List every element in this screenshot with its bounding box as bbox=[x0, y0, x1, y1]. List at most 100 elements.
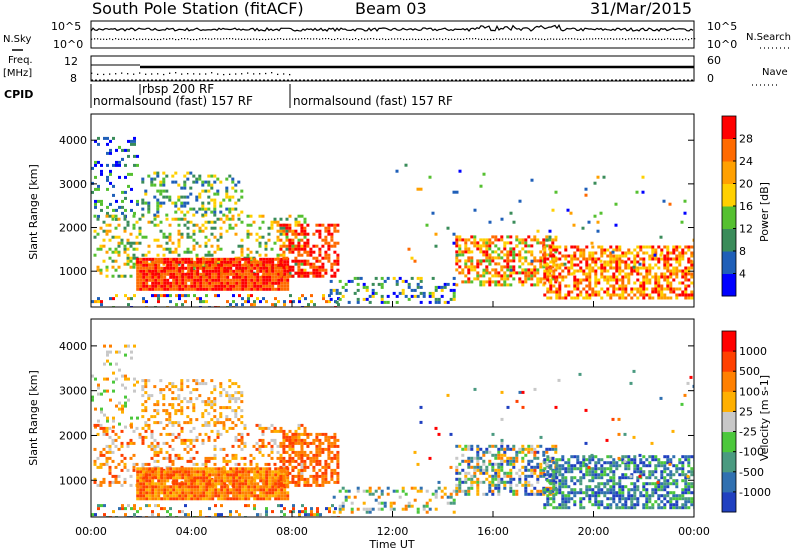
scatter-cell bbox=[175, 272, 179, 276]
scatter-cell bbox=[268, 467, 272, 471]
scatter-cell bbox=[294, 223, 298, 227]
scatter-cell bbox=[100, 303, 103, 307]
scatter-cell bbox=[692, 238, 694, 242]
scatter-cell bbox=[283, 488, 287, 492]
scatter-cell bbox=[256, 269, 260, 273]
scatter-cell bbox=[365, 510, 369, 514]
scatter-cell bbox=[246, 235, 250, 239]
scatter-cell bbox=[187, 278, 191, 282]
scatter-cell bbox=[162, 177, 166, 181]
scatter-cell bbox=[178, 284, 182, 288]
scatter-cell bbox=[241, 485, 245, 489]
scatter-cell bbox=[303, 438, 307, 442]
scatter-cell bbox=[151, 287, 155, 291]
scatter-cell bbox=[309, 483, 313, 487]
scatter-cell bbox=[213, 174, 217, 178]
scatter-cell bbox=[235, 281, 239, 285]
scatter-cell bbox=[225, 177, 229, 181]
scatter-cell bbox=[356, 276, 360, 280]
scatter-cell bbox=[536, 280, 540, 284]
scatter-cell bbox=[642, 245, 646, 249]
scatter-cell bbox=[94, 425, 97, 429]
scatter-cell bbox=[117, 462, 121, 466]
scatter-cell bbox=[163, 287, 167, 291]
scatter-cell bbox=[156, 207, 160, 211]
scatter-cell bbox=[285, 432, 289, 436]
scatter-cell bbox=[524, 256, 528, 260]
scatter-cell bbox=[333, 438, 337, 442]
scatter-cell bbox=[455, 483, 459, 487]
scatter-cell bbox=[208, 281, 212, 285]
scatter-cell bbox=[419, 291, 423, 295]
scatter-cell bbox=[416, 282, 420, 286]
scatter-cell bbox=[171, 174, 175, 178]
scatter-cell bbox=[192, 238, 196, 242]
scatter-cell bbox=[389, 507, 393, 511]
scatter-cell bbox=[136, 260, 140, 264]
beam-label: Beam 03 bbox=[355, 0, 427, 18]
scatter-cell bbox=[262, 269, 266, 273]
scatter-cell bbox=[175, 476, 179, 480]
scatter-cell bbox=[223, 257, 227, 261]
scatter-cell bbox=[172, 467, 176, 471]
scatter-cell bbox=[193, 485, 197, 489]
scatter-cell bbox=[678, 260, 682, 264]
scatter-cell bbox=[139, 269, 143, 273]
scatter-cell bbox=[183, 223, 187, 227]
scatter-cell bbox=[148, 275, 152, 279]
scatter-cell bbox=[633, 263, 637, 267]
scatter-cell bbox=[482, 453, 486, 457]
scatter-cell bbox=[506, 274, 510, 278]
scatter-cell bbox=[172, 494, 176, 498]
scatter-cell bbox=[250, 470, 254, 474]
scatter-cell bbox=[229, 510, 232, 514]
scatter-cell bbox=[546, 470, 550, 474]
scatter-cell bbox=[543, 458, 547, 462]
scatter-cell bbox=[274, 266, 278, 270]
scatter-cell bbox=[300, 450, 304, 454]
scatter-cell bbox=[506, 462, 510, 466]
scatter-cell bbox=[573, 245, 577, 249]
scatter-cell bbox=[306, 453, 310, 457]
scatter-cell bbox=[306, 477, 310, 481]
scatter-cell bbox=[184, 497, 188, 501]
scatter-cell bbox=[223, 266, 227, 270]
scatter-cell bbox=[168, 247, 172, 251]
scatter-cell bbox=[247, 494, 251, 498]
scatter-cell bbox=[395, 300, 399, 304]
scatter-cell bbox=[624, 497, 628, 501]
scatter-cell bbox=[633, 488, 637, 492]
scatter-cell bbox=[132, 265, 136, 269]
scatter-cell bbox=[132, 226, 136, 230]
scatter-cell bbox=[238, 482, 242, 486]
scatter-cell bbox=[213, 415, 217, 419]
scatter-cell bbox=[214, 287, 218, 291]
scatter-cell bbox=[332, 510, 336, 514]
scatter-cell bbox=[253, 488, 257, 492]
scatter-cell bbox=[94, 199, 97, 203]
scatter-cell bbox=[160, 488, 164, 492]
scatter-cell bbox=[156, 409, 160, 413]
scatter-cell bbox=[168, 388, 172, 392]
scatter-cell bbox=[434, 300, 438, 304]
scatter-cell bbox=[573, 251, 577, 255]
scatter-cell bbox=[192, 426, 196, 430]
scatter-cell bbox=[207, 400, 211, 404]
scatter-cell bbox=[294, 453, 298, 457]
scatter-cell bbox=[115, 404, 118, 408]
scatter-cell bbox=[479, 247, 483, 251]
scatter-cell bbox=[488, 450, 492, 454]
scatter-cell bbox=[567, 485, 571, 489]
scatter-cell bbox=[160, 284, 164, 288]
scatter-cell bbox=[198, 207, 202, 211]
scatter-cell bbox=[177, 198, 181, 202]
scatter-cell bbox=[533, 259, 537, 263]
scatter-cell bbox=[219, 217, 223, 221]
scatter-cell bbox=[259, 479, 263, 483]
scatter-cell bbox=[226, 275, 230, 279]
scatter-cell bbox=[648, 281, 652, 285]
scatter-cell bbox=[479, 262, 483, 266]
scatter-cell bbox=[99, 244, 103, 248]
scatter-cell bbox=[250, 275, 254, 279]
scatter-cell bbox=[303, 244, 307, 248]
